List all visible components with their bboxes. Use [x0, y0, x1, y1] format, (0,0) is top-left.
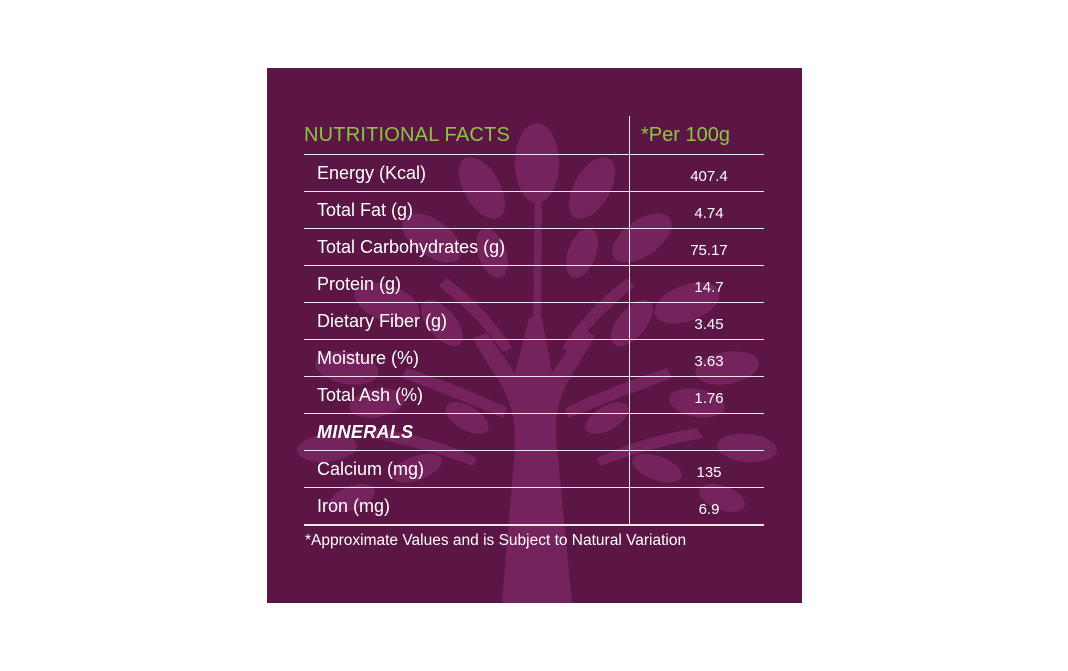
- table-row: Iron (mg) 6.9: [304, 487, 764, 525]
- table-row: Protein (g) 14.7: [304, 265, 764, 303]
- table-row: Moisture (%) 3.63: [304, 339, 764, 377]
- row-label: Dietary Fiber (g): [317, 311, 448, 331]
- row-label: Total Fat (g): [317, 200, 414, 220]
- row-label: Protein (g): [317, 274, 402, 294]
- column-divider: [629, 116, 630, 524]
- table-row: Total Carbohydrates (g) 75.17: [304, 228, 764, 266]
- row-label: Iron (mg): [317, 496, 391, 516]
- table-title: NUTRITIONAL FACTS: [304, 124, 511, 146]
- row-label: Total Ash (%): [317, 385, 424, 405]
- nutrition-panel: NUTRITIONAL FACTS *Per 100g Energy (Kcal…: [267, 68, 802, 603]
- table-row: Dietary Fiber (g) 3.45: [304, 302, 764, 340]
- row-value: 3.45: [694, 316, 724, 333]
- table-row: Energy (Kcal) 407.4: [304, 154, 764, 192]
- table-row: Total Fat (g) 4.74: [304, 191, 764, 229]
- tree-watermark-icon: [297, 123, 777, 603]
- table-row: Calcium (mg) 135: [304, 450, 764, 488]
- table-bottom-rule: [304, 524, 764, 526]
- per-serving-label: *Per 100g: [641, 124, 730, 146]
- row-value: 135: [696, 464, 722, 481]
- table-row: Total Ash (%) 1.76: [304, 376, 764, 414]
- row-label: Energy (Kcal): [317, 163, 427, 183]
- row-label: Moisture (%): [317, 348, 420, 368]
- row-value: 4.74: [694, 205, 724, 222]
- row-value: 3.63: [694, 353, 724, 370]
- table-header: NUTRITIONAL FACTS *Per 100g: [304, 116, 764, 154]
- row-label: Calcium (mg): [317, 459, 425, 479]
- section-label: MINERALS: [317, 422, 414, 442]
- row-value: 14.7: [694, 279, 724, 296]
- row-value: 1.76: [694, 390, 724, 407]
- table-row-section: MINERALS: [304, 413, 764, 451]
- footnote: *Approximate Values and is Subject to Na…: [305, 532, 687, 549]
- row-value: 407.4: [690, 168, 728, 185]
- row-value: 6.9: [698, 501, 720, 518]
- row-label: Total Carbohydrates (g): [317, 237, 506, 257]
- row-value: 75.17: [690, 242, 728, 259]
